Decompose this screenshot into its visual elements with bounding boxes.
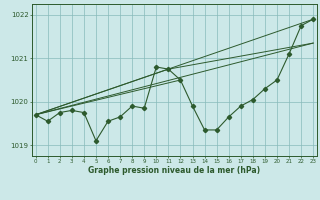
X-axis label: Graphe pression niveau de la mer (hPa): Graphe pression niveau de la mer (hPa) xyxy=(88,166,260,175)
